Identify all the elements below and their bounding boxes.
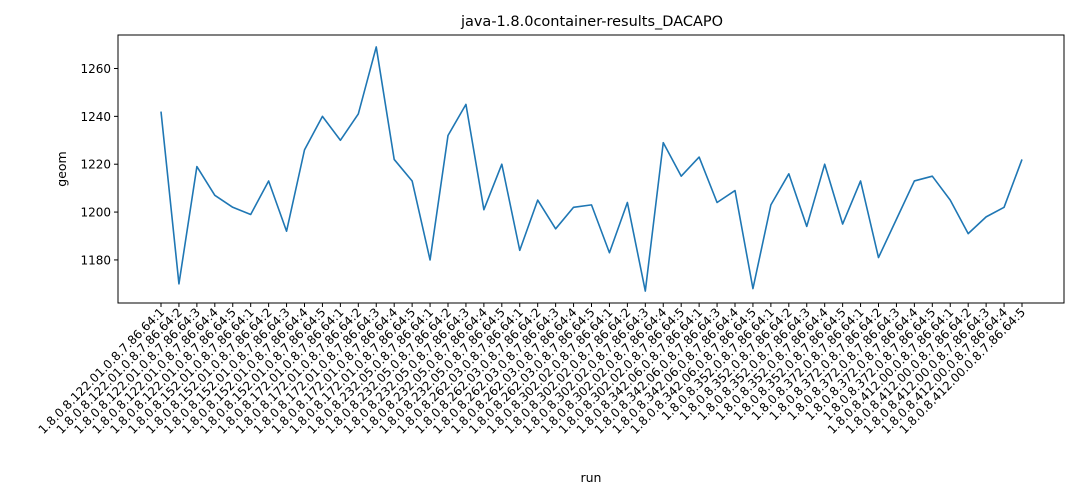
y-axis: 1180 1200 1220 1240 1260 [80, 62, 118, 267]
plot-frame [117, 34, 1065, 304]
series-line-geom [160, 46, 1023, 292]
y-tick-label: 1180 [80, 253, 111, 267]
y-tick-label: 1240 [80, 110, 111, 124]
y-tick-label: 1260 [80, 62, 111, 76]
y-tick-label: 1200 [80, 206, 111, 220]
y-tick-label: 1220 [80, 158, 111, 172]
x-axis: 1.8.0.8.122.01.0.8.7.86.64:11.8.0.8.122.… [36, 303, 1028, 437]
chart-title: java-1.8.0container-results_DACAPO [460, 14, 723, 30]
x-axis-label: run [581, 470, 602, 485]
y-axis-label: geom [54, 151, 69, 186]
